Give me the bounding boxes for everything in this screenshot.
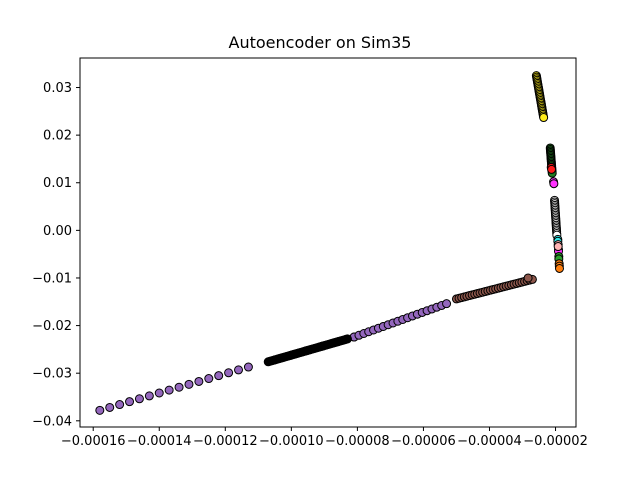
data-point [174,382,184,392]
data-point [115,400,125,410]
data-point [95,405,105,415]
x-tick-label: −0.00010 [259,434,324,449]
x-tick-label: −0.00016 [61,434,126,449]
data-point [224,368,234,378]
data-point [214,371,224,381]
y-tick-label: 0.00 [43,224,72,239]
y-tick-label: 0.02 [43,129,72,144]
data-point [194,376,204,386]
chart-title: Autoencoder on Sim35 [228,33,412,52]
tick-layer: −0.00016 −0.00014 −0.00012 −0.00010 −0.00008… [32,81,588,449]
y-tick-label: −0.01 [32,271,72,286]
data-point [523,273,533,283]
data-point [204,374,214,384]
y-tick-label: −0.03 [32,367,72,382]
data-point [144,391,154,401]
data-point [134,394,144,404]
data-point [342,334,352,344]
data-point [553,242,563,252]
y-tick-label: −0.02 [32,319,72,334]
x-tick-label: −0.00002 [523,434,588,449]
marker-layer [95,71,564,415]
y-tick-label: 0.03 [43,81,72,96]
data-point [164,385,174,395]
x-tick-label: −0.00004 [457,434,522,449]
data-point [243,362,253,372]
data-point [442,299,452,309]
data-point [539,113,549,123]
data-point [554,263,564,273]
data-point [547,164,557,174]
x-tick-label: −0.00006 [391,434,456,449]
data-point [105,402,115,412]
x-tick-label: −0.00008 [325,434,390,449]
x-tick-label: −0.00014 [127,434,192,449]
x-tick-label: −0.00012 [193,434,258,449]
data-point [125,397,135,407]
data-point [549,179,559,189]
y-tick-label: −0.04 [32,414,72,429]
data-point [184,379,194,389]
axes-frame [79,57,577,428]
data-point [234,365,244,375]
data-point [154,388,164,398]
y-tick-label: 0.01 [43,176,72,191]
